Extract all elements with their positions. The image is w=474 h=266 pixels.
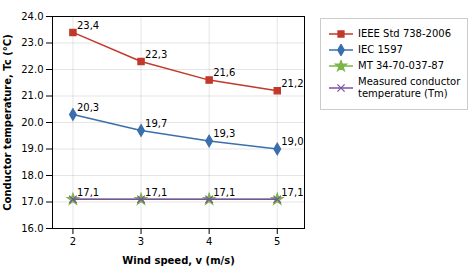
svg-text:23,4: 23,4 [77, 20, 99, 31]
svg-text:21.0: 21.0 [21, 90, 43, 101]
svg-text:17,1: 17,1 [77, 187, 99, 198]
html-text:Measured conductor temperature: Measured conductor temperature (Tm) [358, 76, 461, 99]
svg-text:24.0: 24.0 [21, 11, 43, 22]
svg-text:2: 2 [70, 236, 76, 247]
svg-text:Wind speed, v (m/s): Wind speed, v (m/s) [122, 255, 235, 266]
svg-text:3: 3 [138, 236, 144, 247]
svg-text:19.0: 19.0 [21, 143, 43, 154]
svg-text:19,7: 19,7 [145, 118, 167, 129]
svg-text:Conductor temperature, Tc (°C): Conductor temperature, Tc (°C) [2, 34, 13, 210]
svg-text:4: 4 [206, 236, 212, 247]
svg-text:19,3: 19,3 [213, 128, 235, 139]
svg-text:23.0: 23.0 [21, 37, 43, 48]
html-text:IEC 1597: IEC 1597 [358, 44, 403, 55]
svg-text:5: 5 [274, 236, 280, 247]
html-text:IEEE Std 738-2006: IEEE Std 738-2006 [358, 28, 451, 39]
svg-text:20,3: 20,3 [77, 102, 99, 113]
svg-text:20.0: 20.0 [21, 117, 43, 128]
svg-text:18.0: 18.0 [21, 170, 43, 181]
svg-text:19,0: 19,0 [281, 136, 303, 147]
svg-text:16.0: 16.0 [21, 223, 43, 234]
svg-text:22.0: 22.0 [21, 64, 43, 75]
svg-text:21,6: 21,6 [213, 67, 235, 78]
svg-text:17.0: 17.0 [21, 196, 43, 207]
svg-text:17,1: 17,1 [213, 187, 235, 198]
svg-text:17,1: 17,1 [145, 187, 167, 198]
html-text:MT 34-70-037-87: MT 34-70-037-87 [358, 60, 444, 71]
svg-text:21,2: 21,2 [281, 78, 303, 89]
svg-text:22,3: 22,3 [145, 49, 167, 60]
svg-text:17,1: 17,1 [281, 187, 303, 198]
